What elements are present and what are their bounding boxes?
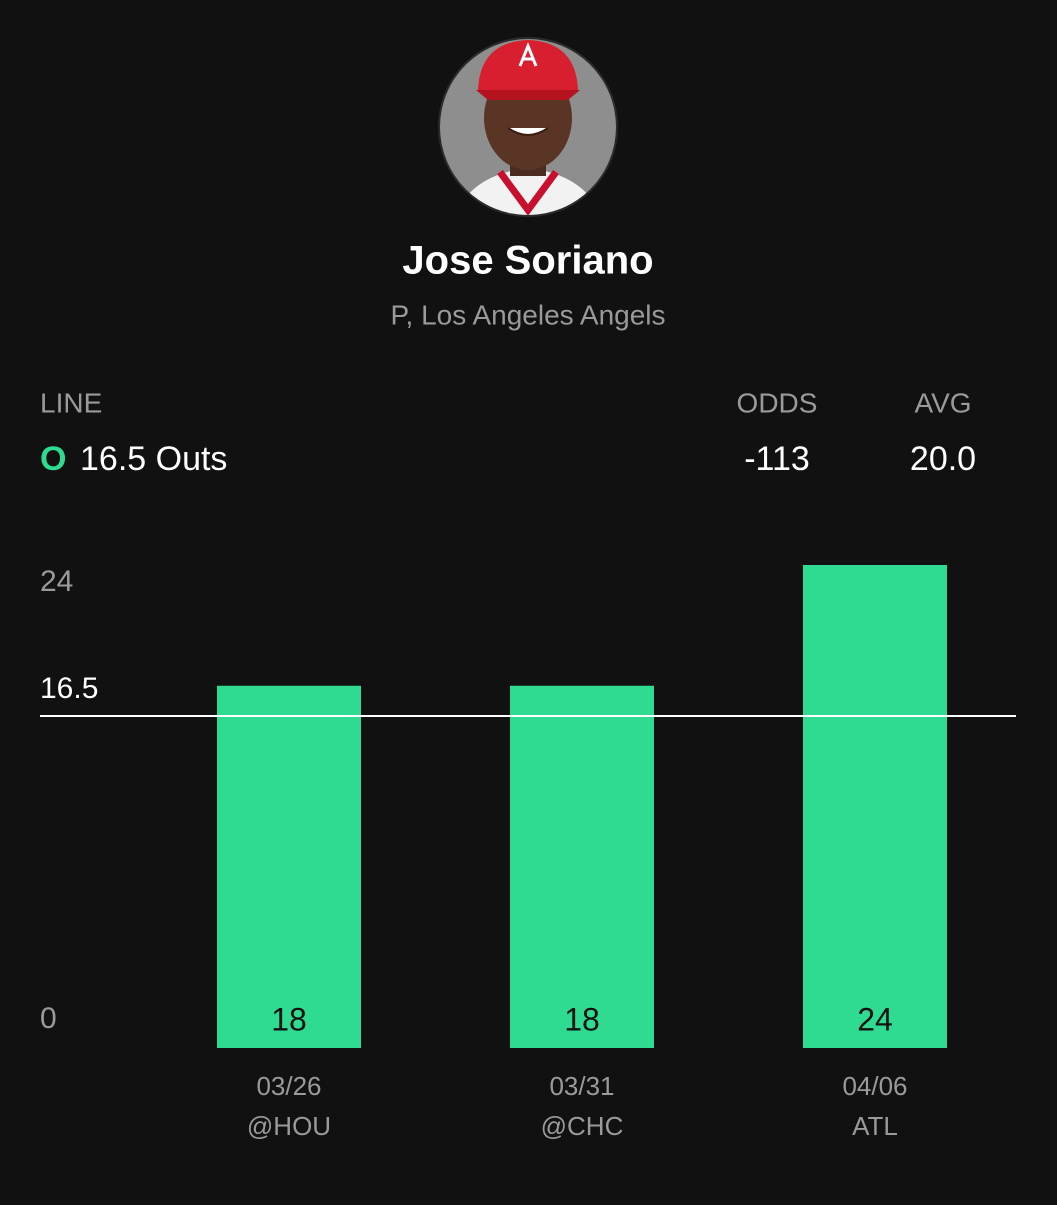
x-opponent-label: @CHC: [541, 1111, 624, 1141]
smile: [507, 127, 549, 136]
bar-value-label: 18: [564, 1001, 600, 1037]
line-side: O: [40, 440, 66, 478]
odds-label: ODDS: [737, 387, 818, 418]
cap-brim: [476, 90, 580, 100]
odds-value: -113: [744, 440, 810, 478]
x-opponent-label: @HOU: [247, 1111, 331, 1141]
y-tick-label: 0: [40, 1002, 57, 1035]
chart: 0 24 18 03/26 @HOU 18 03/31 @CHC 24 04/06 ATL 16.5: [40, 565, 1016, 1141]
player-name: Jose Soriano: [402, 239, 653, 283]
jersey: [455, 168, 601, 215]
x-date-label: 03/31: [549, 1071, 614, 1101]
bar-value-label: 24: [857, 1001, 893, 1037]
bar: [510, 685, 654, 1048]
x-date-label: 04/06: [842, 1071, 907, 1101]
line-value: 16.5 Outs: [80, 440, 227, 478]
cap: [478, 40, 578, 90]
x-opponent-label: ATL: [852, 1111, 898, 1141]
player-position: P, Los Angeles Angels: [390, 299, 665, 330]
avatar: [438, 37, 618, 217]
reference-line-label: 16.5: [40, 672, 98, 705]
cap-logo: [518, 41, 538, 67]
avg-label: AVG: [914, 387, 971, 418]
bar-value-label: 18: [271, 1001, 307, 1037]
collar: [497, 169, 559, 215]
x-date-label: 03/26: [256, 1071, 321, 1101]
bar: [217, 685, 361, 1048]
avg-value: 20.0: [910, 440, 976, 478]
y-tick-label: 24: [40, 565, 73, 598]
line-label: LINE: [40, 387, 102, 418]
bar: [803, 565, 947, 1048]
